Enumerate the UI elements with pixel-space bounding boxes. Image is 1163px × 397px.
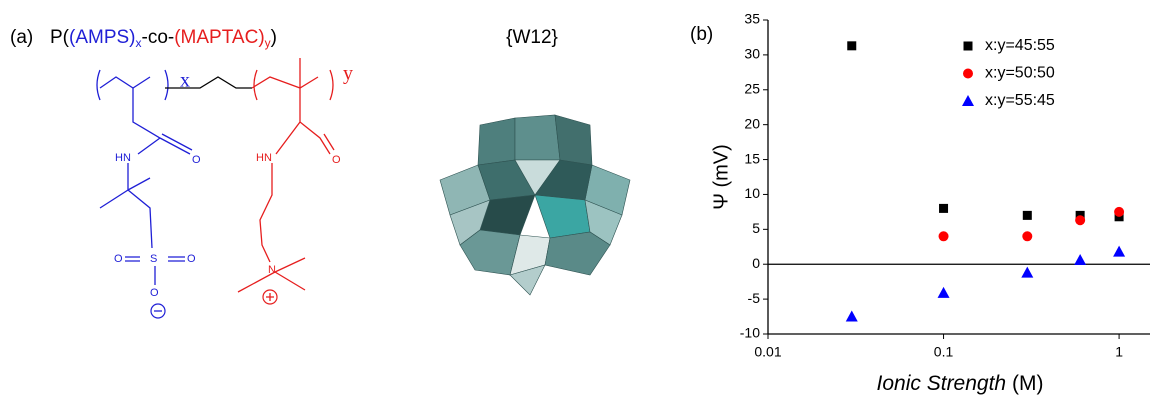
legend-marker [963, 68, 973, 79]
formula-part: -co- [142, 27, 175, 48]
marker [937, 286, 950, 298]
formula-part: y [265, 36, 271, 50]
y-axis-label: Ψ (mV) [710, 144, 732, 210]
marker [939, 203, 949, 213]
legend-label: x:y=55:45 [985, 92, 1055, 109]
structure [96, 58, 335, 319]
atom-label: O [332, 154, 341, 166]
y-tick-label: 20 [744, 115, 760, 131]
atom-label: O [187, 253, 196, 265]
y-tick-label: 5 [752, 220, 760, 236]
x-tick-label: 0.1 [934, 344, 954, 360]
formula-part: P( [50, 27, 70, 48]
legend-marker [963, 41, 973, 51]
y-tick-label: -10 [740, 325, 760, 341]
x-tick-label: 0.01 [754, 344, 781, 360]
marker [1114, 206, 1125, 217]
legend-marker [962, 95, 974, 106]
marker [1022, 210, 1032, 220]
cluster-label: {W12} [506, 27, 558, 48]
panel-label: (b) [690, 24, 713, 45]
y-tick-label: 25 [744, 80, 760, 96]
atom-label: x [180, 70, 190, 92]
formula: P((AMPS)x-co-(MAPTAC)y) [50, 27, 277, 50]
y-tick-label: 10 [744, 185, 760, 201]
atom-label: O [192, 154, 201, 166]
marker [847, 41, 857, 51]
atom-label: S [150, 253, 157, 265]
atom-label: y [343, 63, 353, 85]
formula-part: (MAPTAC) [174, 27, 264, 48]
y-tick-label: 30 [744, 46, 760, 62]
x-axis-label-part: (M) [1012, 372, 1043, 395]
atom-label: O [114, 253, 123, 265]
x-tick-label: 1 [1115, 344, 1123, 360]
legend-label: x:y=50:50 [985, 65, 1055, 82]
marker [938, 231, 949, 242]
atom-label: HN [256, 152, 272, 164]
formula-part: (AMPS) [69, 27, 136, 48]
panel-label: (a) [10, 27, 33, 48]
x-axis-label-part: Ionic Strength [877, 372, 1007, 395]
marker [1074, 254, 1087, 266]
marker [1075, 215, 1086, 226]
formula-part: x [136, 36, 142, 50]
atom-label: HN [115, 152, 131, 164]
marker [1022, 231, 1033, 242]
x-axis-label: Ionic Strength (M) [877, 372, 1044, 395]
formula-part: ) [271, 27, 277, 48]
marker [1113, 245, 1126, 257]
y-tick-label: -5 [748, 290, 761, 306]
y-tick-label: 15 [744, 150, 760, 166]
marker [845, 310, 858, 322]
y-tick-label: 35 [744, 11, 760, 27]
legend-label: x:y=45:55 [985, 37, 1055, 54]
marker [1021, 266, 1034, 278]
cluster-image [439, 114, 631, 296]
atom-label: O [150, 287, 159, 299]
y-tick-label: 0 [752, 255, 760, 271]
atom-label: N [268, 264, 276, 276]
